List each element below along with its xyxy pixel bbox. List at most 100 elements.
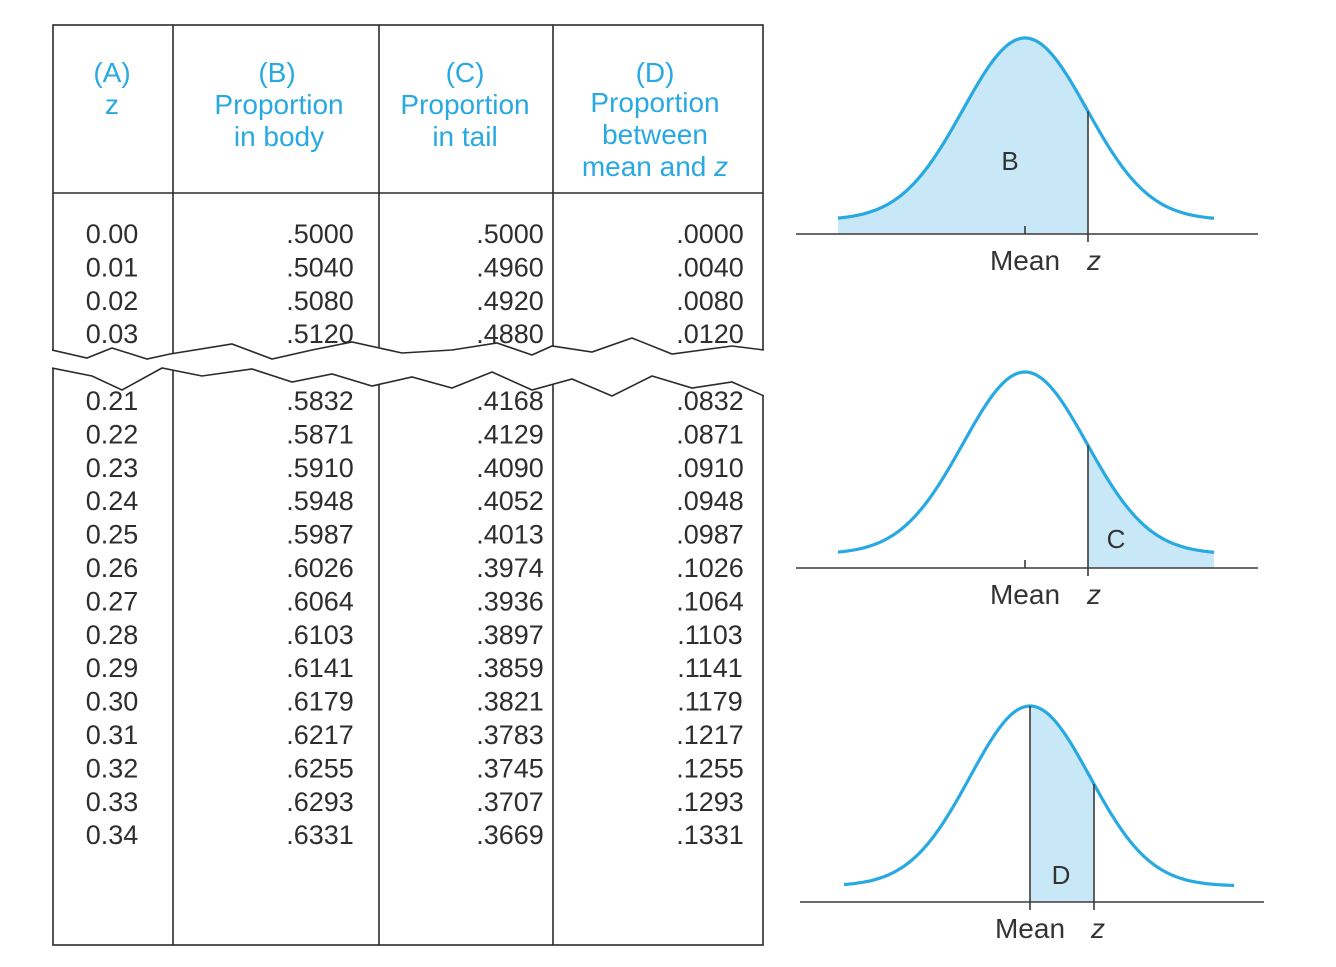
table-rows-top: 0.00.5000.5000.00000.01.5040.4960.00400.… (86, 219, 744, 349)
table-cell: .0040 (676, 252, 744, 282)
table-cell: 0.28 (86, 620, 139, 650)
table-cell: .5948 (286, 486, 354, 516)
table-cell: .6141 (286, 653, 354, 683)
table-cell: .4920 (476, 286, 544, 316)
header-b-line2: in body (234, 121, 324, 152)
table-cell: .3936 (476, 586, 544, 616)
normal-curve (837, 36, 1215, 220)
table-cell: 0.27 (86, 586, 139, 616)
table-cell: .6103 (286, 620, 354, 650)
table-row: 0.27 .6064 .3936 .1064 (86, 586, 744, 616)
table-cell: .1293 (676, 787, 744, 817)
table-header: (A) z (B) Proportion in body (C) Proport… (93, 57, 728, 182)
table-cell: 0.00 (86, 219, 139, 249)
table-cell: .0080 (676, 286, 744, 316)
table-cell: .1026 (676, 553, 744, 583)
mean-label: Mean (990, 245, 1060, 276)
z-label: z (1090, 913, 1105, 944)
table-cell: .3669 (476, 820, 544, 850)
table-cell: .3745 (476, 753, 544, 783)
table-cell: 0.33 (86, 787, 139, 817)
table-cell: .6255 (286, 753, 354, 783)
table-frame (52, 24, 764, 946)
mean-label: Mean (995, 913, 1065, 944)
header-d-line2: between (602, 119, 708, 150)
table-row: 0.26 .6026 .3974 .1026 (86, 553, 744, 583)
table-cell: .3821 (476, 687, 544, 717)
table-cell: 0.25 (86, 520, 139, 550)
table-cell: .0832 (676, 386, 744, 416)
table-cell: .6179 (286, 687, 354, 717)
table-cell: .6331 (286, 820, 354, 850)
header-a-letter: (A) (93, 57, 130, 88)
table-row: 0.23 .5910 .4090 .0910 (86, 453, 744, 483)
header-d-line3-italic: z (713, 151, 728, 182)
header-b-letter: (B) (258, 57, 295, 88)
table-cell: 0.02 (86, 286, 139, 316)
tail-region-shading (1088, 445, 1214, 568)
table-cell: 0.23 (86, 453, 139, 483)
header-d-letter: (D) (636, 57, 675, 88)
normal-curve (837, 370, 1215, 554)
table-cell: 0.34 (86, 820, 139, 850)
table-cell: .4013 (476, 520, 544, 550)
table-cell: 0.31 (86, 720, 139, 750)
table-cell: .4129 (476, 419, 544, 449)
table-row: 0.24 .5948 .4052 .0948 (86, 486, 744, 516)
table-cell: 0.01 (86, 252, 139, 282)
unit-normal-table: (A) z (B) Proportion in body (C) Proport… (52, 24, 764, 946)
table-cell: 0.30 (86, 687, 139, 717)
mean-label: Mean (990, 579, 1060, 610)
table-cell: .5832 (286, 386, 354, 416)
body-region-shading (838, 38, 1088, 234)
table-cell: .4090 (476, 453, 544, 483)
table-cell: .0987 (676, 520, 744, 550)
table-cell: 0.26 (86, 553, 139, 583)
table-row: 0.22 .5871 .4129 .0871 (86, 419, 744, 449)
table-cell: .3974 (476, 553, 544, 583)
table-row: 0.34 .6331 .3669 .1331 (86, 820, 744, 850)
table-cell: .0120 (676, 319, 744, 349)
table-cell: .0871 (676, 419, 744, 449)
table-break-edge-top (52, 337, 764, 360)
table-row: 0.31 .6217 .3783 .1217 (86, 720, 744, 750)
table-cell: .5000 (476, 219, 544, 249)
between-region-shading (1030, 706, 1094, 902)
region-label-c: C (1107, 524, 1126, 554)
table-cell: .1331 (676, 820, 744, 850)
header-d-line3-text: mean and (582, 151, 714, 182)
table-cell: .1141 (677, 653, 743, 683)
table-cell: .3783 (476, 720, 544, 750)
table-cell: .5000 (286, 219, 354, 249)
table-cell: .0910 (676, 453, 744, 483)
table-cell: .5910 (286, 453, 354, 483)
table-row: 0.32 .6255 .3745 .1255 (86, 753, 744, 783)
table-cell: .1064 (676, 586, 744, 616)
table-cell: 0.22 (86, 419, 139, 449)
normal-curve-body-diagram: B Mean z (796, 36, 1258, 276)
table-cell: .1217 (676, 720, 744, 750)
table-cell: .4960 (476, 252, 544, 282)
table-cell: .0000 (676, 219, 744, 249)
region-label-d: D (1052, 860, 1071, 890)
table-cell: .3707 (476, 787, 544, 817)
table-row: 0.00 .5000 .5000 .0000 (86, 219, 744, 249)
table-cell: .6217 (286, 720, 354, 750)
header-c-letter: (C) (446, 57, 485, 88)
header-a-label: z (105, 89, 119, 120)
table-cell: .5987 (286, 520, 354, 550)
table-row: 0.02 .5080 .4920 .0080 (86, 286, 744, 316)
header-d-line1: Proportion (590, 87, 719, 118)
table-cell: .0948 (676, 486, 744, 516)
table-row: 0.28 .6103 .3897 .1103 (86, 620, 743, 650)
table-cell: .5871 (286, 419, 354, 449)
table-break-edge-bottom (52, 367, 764, 397)
table-break-fill (52, 338, 764, 396)
z-label: z (1086, 245, 1101, 276)
table-cell: .4052 (476, 486, 544, 516)
table-cell: .4168 (476, 386, 544, 416)
table-cell: 0.03 (86, 319, 139, 349)
table-cell: .3859 (476, 653, 544, 683)
table-cell: .1255 (676, 753, 744, 783)
table-cell: .5040 (286, 252, 354, 282)
